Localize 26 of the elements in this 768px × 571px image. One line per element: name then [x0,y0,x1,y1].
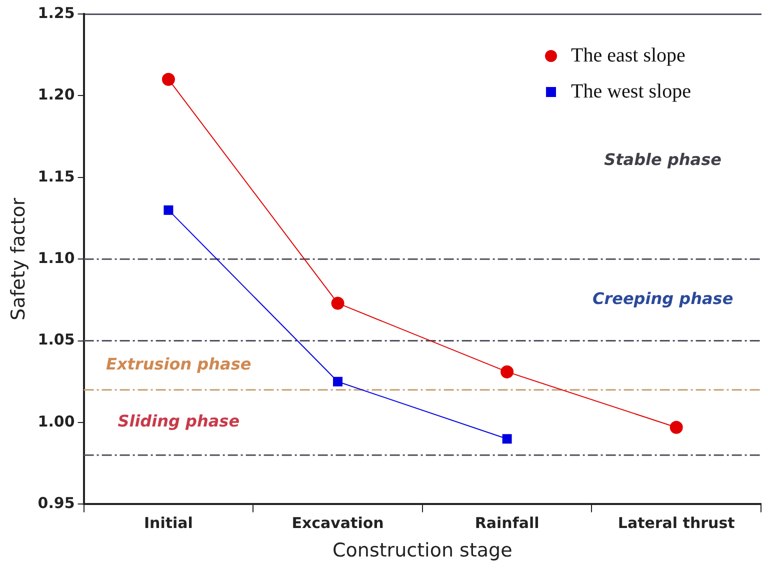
y-tick-label: 1.25 [38,4,75,22]
point [331,296,344,310]
annotation: Stable phase [604,150,722,170]
annotation: Sliding phase [118,412,240,431]
y-tick-label: 1.20 [38,86,75,104]
point [670,420,683,434]
x-tick-label: Rainfall [474,514,540,532]
annotation: Extrusion phase [106,354,252,374]
point [500,365,514,378]
point [164,205,174,215]
x-tick-label: Initial [144,514,193,532]
x-tick-label: Lateral thrust [618,514,735,532]
annotation: Creeping phase [592,289,734,308]
y-tick-label: 0.95 [38,494,75,512]
y-tick-label: 1.05 [38,330,75,349]
x-tick-label: Excavation [292,514,384,532]
point [502,434,512,444]
y-tick-label: 1.10 [38,248,75,267]
legend-label: The west slope [571,80,692,102]
legend-label: The east slope [571,44,686,66]
point [333,376,342,386]
y-tick-label: 1.15 [38,167,75,186]
y-axis-title: Safety factor [7,198,30,320]
x-axis-title: Construction stage [332,540,512,562]
y-tick-label: 1.00 [38,412,75,430]
point [162,72,175,86]
